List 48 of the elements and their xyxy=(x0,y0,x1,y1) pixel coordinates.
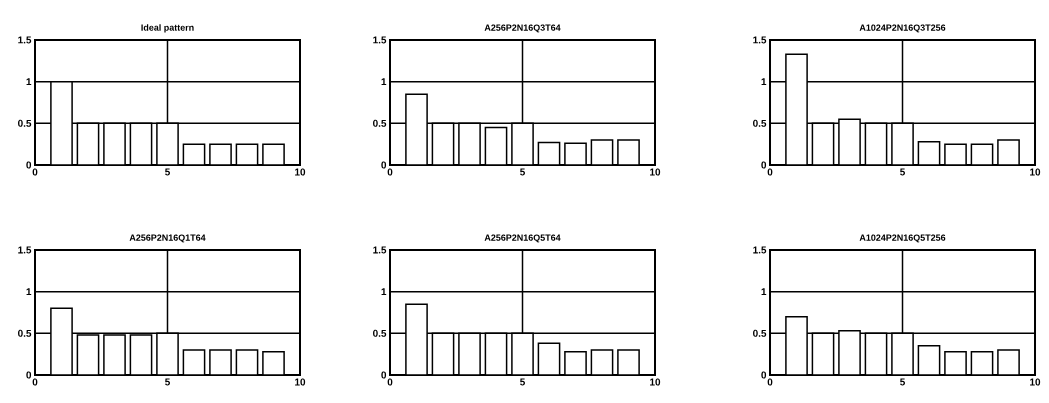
y-tick-label: 1.5 xyxy=(373,36,387,44)
y-tick-label: 0 xyxy=(761,371,767,379)
y-tick-label: 0 xyxy=(761,161,767,169)
x-tick-label: 10 xyxy=(1030,378,1041,386)
chart-title: A256P2N16Q3T64 xyxy=(484,24,561,33)
y-tick-label: 1 xyxy=(761,288,767,296)
y-tick-label: 1 xyxy=(26,288,32,296)
x-tick-label: 0 xyxy=(387,378,393,386)
chart-title: A1024P2N16Q5T256 xyxy=(859,234,946,243)
x-tick-label: 5 xyxy=(520,168,525,176)
y-tick-label: 0.5 xyxy=(373,329,387,337)
x-tick-label: 0 xyxy=(767,378,773,386)
y-tick-label: 0.5 xyxy=(753,329,767,337)
x-tick-label: 5 xyxy=(165,378,170,386)
y-tick-label: 1.5 xyxy=(753,246,767,254)
x-tick-label: 0 xyxy=(32,168,38,176)
x-tick-label: 5 xyxy=(520,378,525,386)
y-tick-label: 1.5 xyxy=(373,246,387,254)
y-tick-label: 0 xyxy=(26,161,32,169)
y-tick-label: 1 xyxy=(26,78,32,86)
y-tick-label: 1.5 xyxy=(753,36,767,44)
x-tick-label: 0 xyxy=(767,168,773,176)
x-tick-label: 5 xyxy=(900,168,906,176)
y-tick-label: 0 xyxy=(381,161,387,169)
y-tick-label: 0.5 xyxy=(18,119,32,127)
x-tick-label: 10 xyxy=(295,168,306,176)
x-tick-label: 10 xyxy=(650,378,661,386)
chart-title: A256P2N16Q1T64 xyxy=(129,234,206,243)
x-tick-label: 0 xyxy=(387,168,393,176)
chart-title: A1024P2N16Q3T256 xyxy=(859,24,946,33)
chart-title: A256P2N16Q5T64 xyxy=(484,234,561,243)
y-tick-label: 1 xyxy=(761,78,767,86)
x-tick-label: 10 xyxy=(1030,168,1041,176)
x-tick-label: 10 xyxy=(295,378,306,386)
y-tick-label: 0.5 xyxy=(18,329,32,337)
y-tick-label: 1.5 xyxy=(18,36,32,44)
x-tick-label: 0 xyxy=(32,378,38,386)
x-tick-label: 10 xyxy=(650,168,661,176)
y-tick-label: 1 xyxy=(381,78,387,86)
y-tick-label: 1 xyxy=(381,288,387,296)
x-tick-label: 5 xyxy=(900,378,906,386)
y-tick-label: 0 xyxy=(381,371,387,379)
y-tick-label: 0.5 xyxy=(373,119,387,127)
y-tick-label: 0.5 xyxy=(753,119,767,127)
y-tick-label: 0 xyxy=(26,371,32,379)
x-tick-label: 5 xyxy=(165,168,170,176)
chart-title: Ideal pattern xyxy=(141,24,194,33)
y-tick-label: 1.5 xyxy=(18,246,32,254)
